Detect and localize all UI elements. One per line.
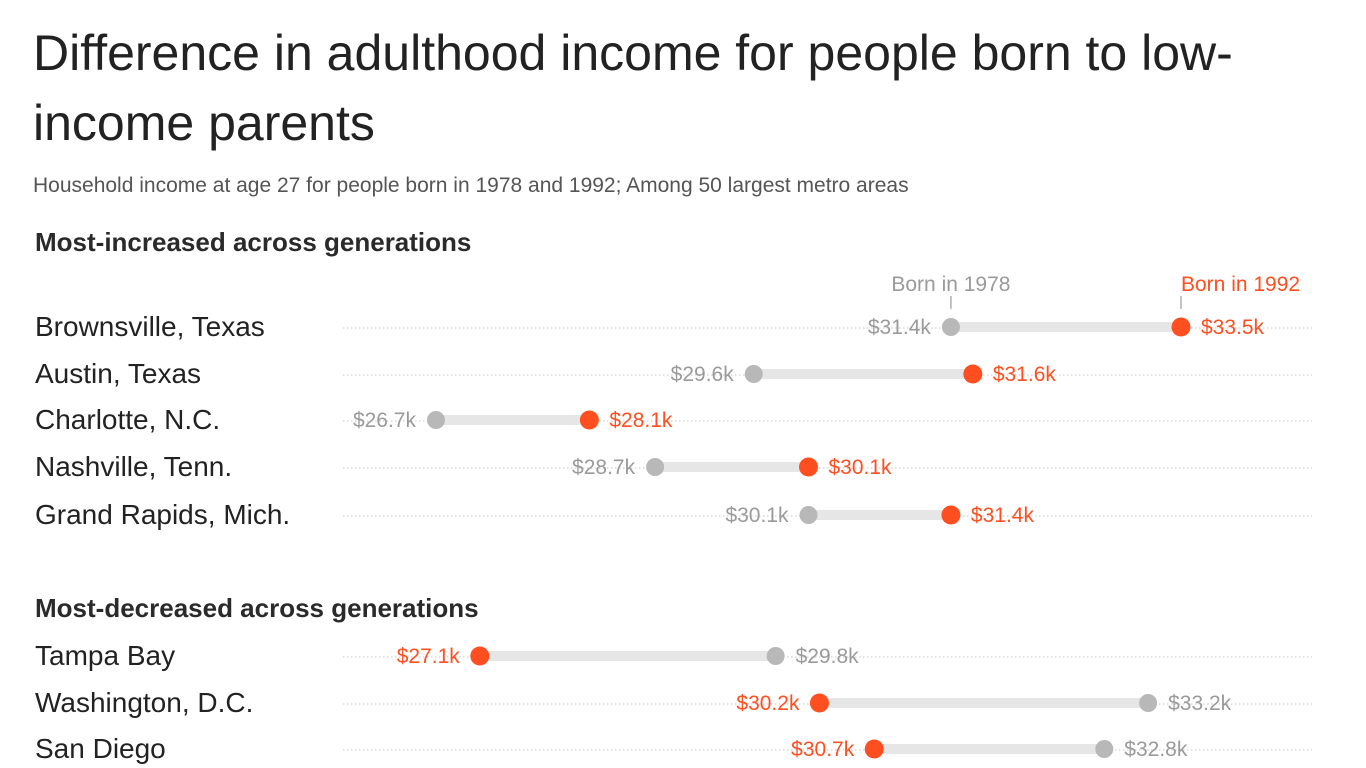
- value-label-1992: $27.1k: [397, 645, 461, 668]
- value-label-1978: $29.6k: [671, 363, 735, 386]
- dot-born-1978: [646, 458, 665, 476]
- value-label-1992: $31.6k: [993, 363, 1057, 386]
- value-label-1978: $32.8k: [1124, 738, 1188, 761]
- value-label-1978: $29.8k: [796, 645, 860, 668]
- dot-born-1978: [427, 411, 445, 429]
- dot-born-1992: [963, 364, 983, 384]
- value-label-1992: $30.1k: [829, 456, 893, 479]
- metro-label: Charlotte, N.C.: [35, 404, 220, 435]
- group-heading-0: Most-increased across generations: [35, 227, 471, 257]
- value-label-1992: $31.4k: [971, 504, 1035, 527]
- dot-born-1978: [766, 647, 785, 665]
- dot-born-1978: [1095, 740, 1114, 758]
- legend-born-1992: Born in 1992: [1181, 273, 1300, 296]
- group-heading-1: Most-decreased across generations: [35, 593, 479, 623]
- metro-label: San Diego: [35, 733, 166, 764]
- dot-born-1978: [744, 365, 763, 383]
- value-label-1978: $33.2k: [1168, 692, 1232, 715]
- metro-label: Washington, D.C.: [35, 687, 253, 718]
- dot-born-1992: [579, 410, 599, 430]
- dot-born-1992: [470, 646, 490, 666]
- value-label-1978: $26.7k: [353, 409, 417, 432]
- legend-born-1978: Born in 1978: [891, 273, 1010, 296]
- value-label-1978: $31.4k: [868, 316, 932, 339]
- value-label-1992: $30.7k: [791, 738, 855, 761]
- metro-label: Tampa Bay: [35, 640, 175, 671]
- metro-label: Nashville, Tenn.: [35, 451, 232, 482]
- metro-label: Brownsville, Texas: [35, 311, 265, 342]
- dot-born-1992: [799, 457, 818, 477]
- metro-label: Austin, Texas: [35, 358, 201, 389]
- dot-born-1992: [1171, 317, 1191, 337]
- value-label-1992: $30.2k: [736, 692, 800, 715]
- dot-born-1992: [864, 739, 884, 759]
- dot-born-1978: [1139, 694, 1158, 712]
- value-label-1992: $28.1k: [609, 409, 673, 432]
- metro-label: Grand Rapids, Mich.: [35, 499, 290, 530]
- dot-born-1978: [941, 318, 960, 336]
- dot-born-1978: [799, 506, 818, 524]
- dot-born-1992: [809, 693, 829, 713]
- dot-born-1992: [941, 505, 961, 525]
- value-label-1992: $33.5k: [1201, 316, 1265, 339]
- value-label-1978: $28.7k: [572, 456, 636, 479]
- chart-title: Difference in adulthood income for peopl…: [33, 25, 1233, 151]
- value-label-1978: $30.1k: [725, 504, 789, 527]
- chart-subtitle: Household income at age 27 for people bo…: [33, 174, 909, 197]
